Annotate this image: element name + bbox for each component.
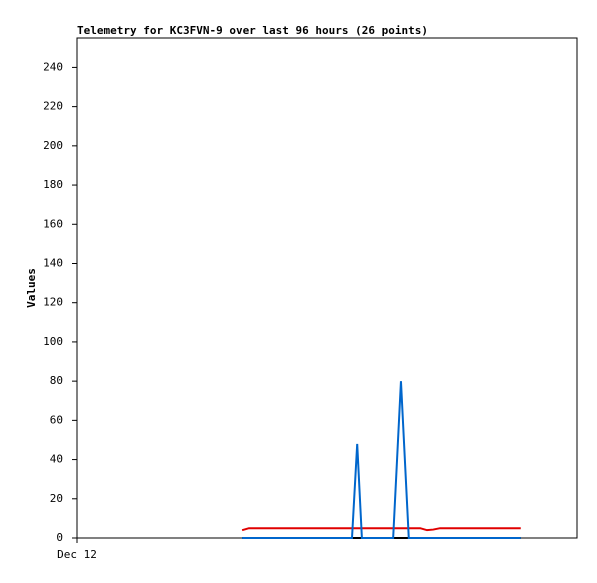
y-axis-label: Values — [25, 268, 38, 308]
x-tick-label: Dec 12 — [57, 548, 97, 561]
y-tick-label: 80 — [50, 374, 63, 387]
series-line — [242, 381, 521, 539]
y-tick-label: 140 — [43, 256, 63, 269]
y-tick-label: 60 — [50, 413, 63, 426]
y-tick-label: 200 — [43, 139, 63, 152]
chart-title: Telemetry for KC3FVN-9 over last 96 hour… — [77, 24, 428, 37]
y-tick-label: 40 — [50, 453, 63, 466]
y-tick-label: 0 — [56, 531, 63, 544]
y-tick-label: 20 — [50, 492, 63, 505]
y-tick-label: 120 — [43, 296, 63, 309]
y-tick-label: 220 — [43, 100, 63, 113]
series-line — [241, 527, 521, 532]
y-tick-label: 100 — [43, 335, 63, 348]
y-tick-label: 160 — [43, 217, 63, 230]
y-tick-label: 180 — [43, 178, 63, 191]
y-tick-label: 240 — [43, 60, 63, 73]
